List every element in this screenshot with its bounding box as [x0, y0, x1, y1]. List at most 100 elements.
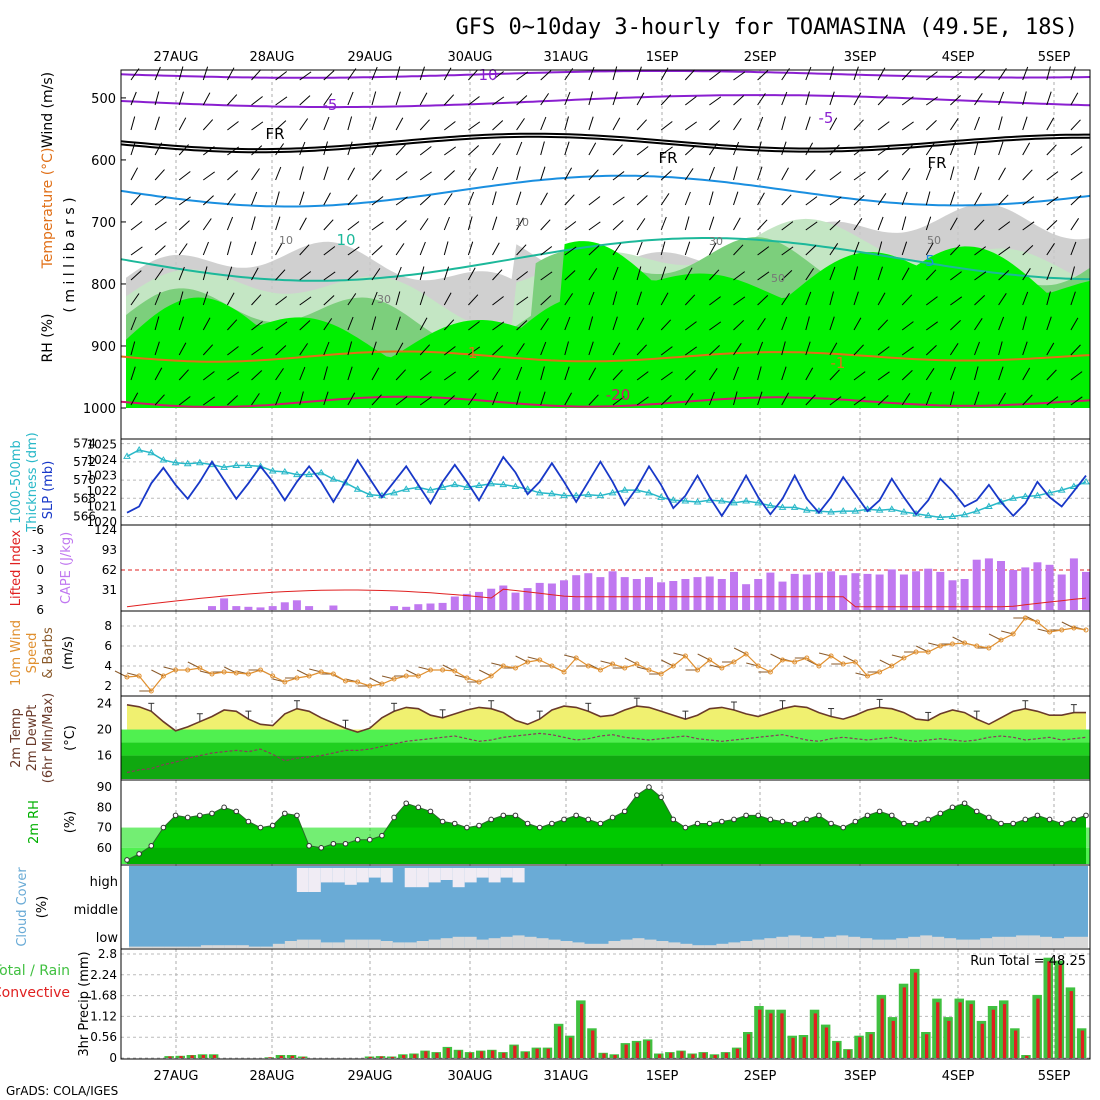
- thickness-point: [742, 497, 750, 504]
- rh2m-point: [1083, 812, 1089, 819]
- upper-air-wind-barb: [130, 246, 143, 256]
- upper-air-wind-barb: [612, 266, 619, 281]
- upper-air-wind-barb: [154, 394, 165, 406]
- upper-air-wind-barb: [660, 170, 672, 181]
- rh2m-point: [136, 851, 142, 857]
- upper-air-wind-barb: [227, 170, 239, 181]
- date-label-top: 3SEP: [844, 50, 877, 65]
- thickness-point: [280, 467, 289, 475]
- upper-air-wind-barb: [757, 295, 769, 306]
- rh2m-point: [1034, 812, 1041, 819]
- wind10-point: [695, 667, 701, 673]
- cape-bar: [426, 603, 435, 610]
- upper-air-wind-barb: [444, 146, 456, 156]
- rh2m-point: [925, 816, 931, 823]
- upper-air-wind-barb: [733, 166, 738, 181]
- cloud-low-bar: [188, 946, 201, 948]
- cape-bar: [997, 561, 1005, 610]
- wind10-point: [148, 688, 154, 694]
- wind10-point: [379, 681, 385, 687]
- ylabel-pressure: ( m i l l i b a r s ): [62, 197, 78, 312]
- upper-air-wind-barb: [781, 341, 786, 356]
- wind10-tick: 8: [104, 619, 112, 633]
- precip-convective-bar: [646, 1040, 651, 1058]
- wind10-point: [245, 671, 251, 677]
- date-label-bottom: 27AUG: [153, 1069, 198, 1084]
- upper-air-wind-barb: [974, 318, 983, 331]
- upper-air-wind-barb: [299, 118, 309, 131]
- precip-convective-bar: [535, 1048, 539, 1058]
- cape-bar: [487, 588, 496, 610]
- upper-air-wind-barb: [467, 393, 477, 406]
- upper-air-wind-barb: [492, 166, 499, 181]
- upper-air-wind-barb: [901, 241, 908, 256]
- upper-air-wind-barb: [588, 116, 594, 131]
- lifted-index-line: [126, 588, 1087, 608]
- upper-air-wind-barb: [684, 294, 696, 306]
- thickness-point: [365, 490, 374, 498]
- precip-convective-bar: [735, 1048, 740, 1058]
- wind10-point: [610, 661, 616, 667]
- upper-air-wind-barb: [853, 241, 860, 256]
- upper-air-wind-barb: [974, 391, 980, 406]
- upper-air-wind-barb: [1022, 245, 1034, 256]
- thickness-point: [450, 480, 459, 488]
- li-tick: 6: [36, 603, 44, 617]
- upper-air-wind-barb: [202, 66, 209, 81]
- upper-air-wind-barb: [853, 92, 862, 106]
- thickness-point: [341, 478, 350, 486]
- rh2m-point: [597, 820, 604, 827]
- cloud-low-bar: [692, 945, 705, 948]
- upper-air-wind-barb: [395, 243, 405, 256]
- cloud-low-bar: [152, 946, 165, 948]
- cloud-low-bar: [680, 943, 693, 948]
- upper-air-wind-barb: [588, 316, 594, 331]
- precip-tick: 1.12: [90, 1009, 117, 1023]
- upper-air-wind-barb: [516, 118, 525, 131]
- precip-convective-bar: [869, 1034, 873, 1058]
- upper-air-wind-barb: [805, 221, 818, 231]
- cloud-high-bar: [416, 868, 429, 888]
- upper-air-wind-barb: [371, 196, 384, 206]
- upper-air-wind-barb: [443, 319, 455, 331]
- upper-air-wind-barb: [757, 116, 764, 131]
- wind10-point: [852, 659, 858, 665]
- li-tick: 0: [36, 563, 44, 577]
- rh2m-point: [791, 820, 798, 827]
- upper-air-wind-barb: [275, 296, 288, 306]
- upper-air-wind-barb: [901, 69, 913, 81]
- upper-air-wind-barb: [564, 366, 570, 381]
- rh2m-point: [828, 820, 834, 827]
- ylabel-cape: CAPE (J/kg): [59, 532, 74, 604]
- upper-air-wind-barb: [660, 395, 672, 406]
- wind10-point: [755, 663, 761, 669]
- wind10-point: [476, 679, 482, 685]
- upper-air-wind-barb: [708, 391, 715, 406]
- upper-air-wind-barb: [347, 392, 356, 406]
- wind10-point: [197, 665, 203, 671]
- wind10-point: [974, 643, 980, 649]
- upper-air-wind-barb: [1022, 341, 1028, 356]
- upper-air-wind-barb: [492, 216, 498, 231]
- upper-air-wind-barb: [443, 241, 449, 256]
- rh2m-point: [124, 857, 130, 863]
- rh2m-point: [755, 812, 762, 819]
- upper-air-wind-barb: [226, 216, 234, 231]
- date-label-bottom: 5SEP: [1038, 1069, 1071, 1084]
- ylabel-thickness-a: 1000-500mb: [9, 440, 24, 524]
- wind10-point: [962, 640, 968, 646]
- upper-air-wind-barb: [1022, 316, 1027, 331]
- temp-contour-5: [120, 174, 1091, 208]
- upper-air-wind-barb: [1022, 268, 1031, 281]
- wind10-point: [597, 667, 603, 673]
- upper-air-wind-barb: [540, 391, 546, 406]
- cloud-low-bar: [392, 942, 405, 948]
- rh2m-point: [318, 845, 325, 851]
- rh2m-point: [937, 810, 944, 817]
- upper-air-wind-barb: [733, 71, 746, 81]
- date-label-bottom: 2SEP: [744, 1069, 777, 1084]
- slp-tick: 1023: [86, 469, 117, 483]
- precip-convective-bar: [880, 998, 884, 1058]
- wind10-tick: 6: [104, 639, 112, 653]
- upper-air-wind-barb: [636, 371, 649, 381]
